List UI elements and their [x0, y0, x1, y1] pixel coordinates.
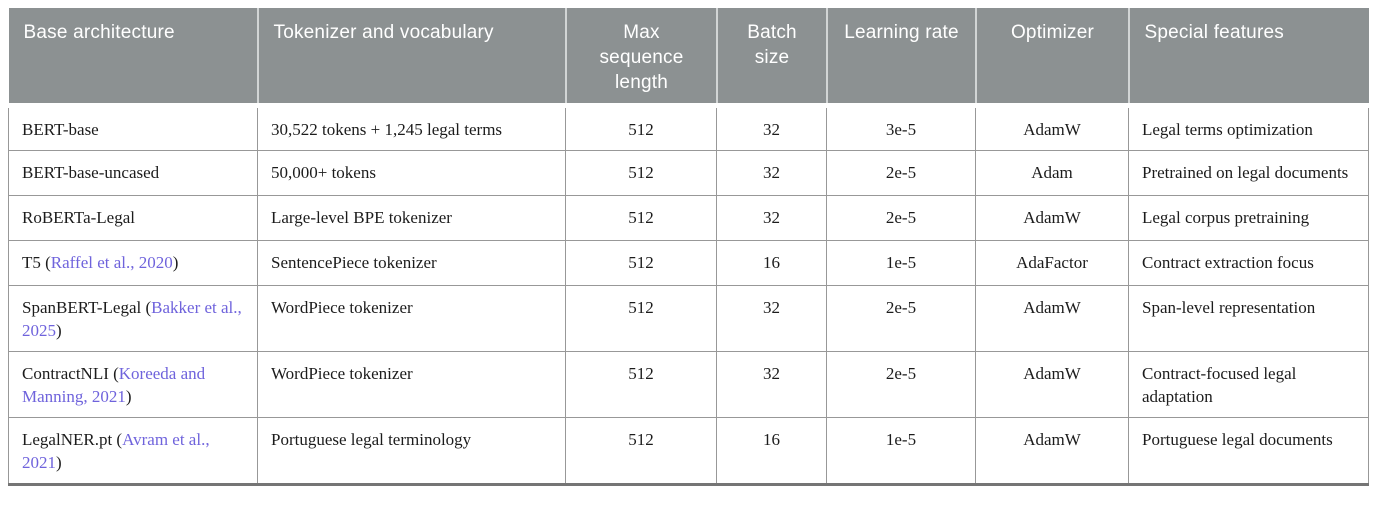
cell-learning-rate: 2e-5	[826, 150, 976, 196]
column-header-max-sequence-length: Max sequence length	[565, 8, 718, 108]
column-header-tokenizer-vocabulary: Tokenizer and vocabulary	[257, 8, 567, 108]
cell-max-sequence-length: 512	[565, 417, 717, 486]
table-row-bert-base: BERT-base 30,522 tokens + 1,245 legal te…	[8, 105, 1369, 151]
cell-learning-rate: 3e-5	[826, 105, 976, 151]
table-row-bert-base-uncased: BERT-base-uncased 50,000+ tokens 512 32 …	[8, 150, 1369, 196]
column-header-optimizer: Optimizer	[975, 8, 1130, 108]
cell-max-sequence-length: 512	[565, 105, 717, 151]
cell-batch-size: 32	[716, 150, 827, 196]
cell-learning-rate: 1e-5	[826, 240, 976, 286]
cell-optimizer: AdamW	[975, 417, 1129, 486]
cell-max-sequence-length: 512	[565, 150, 717, 196]
citation-link-koreeda-manning-2021[interactable]: Koreeda and Manning, 2021	[22, 364, 206, 406]
architecture-name: RoBERTa-Legal	[22, 208, 135, 227]
table-row-legalner-pt: LegalNER.pt (Avram et al., 2021) Portugu…	[8, 417, 1369, 486]
cell-max-sequence-length: 512	[565, 285, 717, 352]
architecture-name-suffix: )	[56, 321, 62, 340]
cell-tokenizer-vocabulary: Portuguese legal terminology	[257, 417, 566, 486]
column-header-learning-rate: Learning rate	[826, 8, 977, 108]
cell-optimizer: AdamW	[975, 285, 1129, 352]
cell-learning-rate: 2e-5	[826, 351, 976, 418]
cell-batch-size: 32	[716, 351, 827, 418]
cell-batch-size: 16	[716, 240, 827, 286]
cell-optimizer: AdaFactor	[975, 240, 1129, 286]
cell-optimizer: AdamW	[975, 195, 1129, 241]
cell-optimizer: Adam	[975, 150, 1129, 196]
cell-batch-size: 32	[716, 195, 827, 241]
cell-special-features: Contract-focused legal adaptation	[1128, 351, 1369, 418]
cell-learning-rate: 1e-5	[826, 417, 976, 486]
table-row-t5: T5 (Raffel et al., 2020) SentencePiece t…	[8, 240, 1369, 286]
citation-link-avram-2021[interactable]: Avram et al., 2021	[22, 430, 210, 472]
cell-special-features: Contract extraction focus	[1128, 240, 1369, 286]
table-row-spanbert-legal: SpanBERT-Legal (Bakker et al., 2025) Wor…	[8, 285, 1369, 352]
column-header-batch-size: Batch size	[716, 8, 828, 108]
cell-batch-size: 32	[716, 105, 827, 151]
architecture-name: T5 (	[22, 253, 51, 272]
cell-special-features: Legal corpus pretraining	[1128, 195, 1369, 241]
cell-tokenizer-vocabulary: 50,000+ tokens	[257, 150, 566, 196]
architecture-name: BERT-base-uncased	[22, 163, 160, 182]
citation-link-bakker-2025[interactable]: Bakker et al., 2025	[22, 298, 242, 340]
cell-batch-size: 16	[716, 417, 827, 486]
table-header-row: Base architecture Tokenizer and vocabula…	[8, 8, 1369, 108]
architecture-name: ContractNLI (	[22, 364, 119, 383]
cell-special-features: Pretrained on legal documents	[1128, 150, 1369, 196]
table-row-roberta-legal: RoBERTa-Legal Large-level BPE tokenizer …	[8, 195, 1369, 241]
cell-base-architecture: BERT-base	[8, 105, 258, 151]
model-hyperparameters-table: Base architecture Tokenizer and vocabula…	[8, 8, 1369, 486]
cell-base-architecture: RoBERTa-Legal	[8, 195, 258, 241]
architecture-name-suffix: )	[56, 453, 62, 472]
cell-tokenizer-vocabulary: WordPiece tokenizer	[257, 285, 566, 352]
cell-base-architecture: BERT-base-uncased	[8, 150, 258, 196]
cell-optimizer: AdamW	[975, 105, 1129, 151]
cell-tokenizer-vocabulary: WordPiece tokenizer	[257, 351, 566, 418]
cell-base-architecture: ContractNLI (Koreeda and Manning, 2021)	[8, 351, 258, 418]
cell-learning-rate: 2e-5	[826, 285, 976, 352]
column-header-base-architecture: Base architecture	[8, 8, 259, 108]
cell-tokenizer-vocabulary: 30,522 tokens + 1,245 legal terms	[257, 105, 566, 151]
cell-max-sequence-length: 512	[565, 195, 717, 241]
cell-tokenizer-vocabulary: Large-level BPE tokenizer	[257, 195, 566, 241]
cell-batch-size: 32	[716, 285, 827, 352]
cell-base-architecture: LegalNER.pt (Avram et al., 2021)	[8, 417, 258, 486]
column-header-special-features: Special features	[1128, 8, 1369, 108]
cell-optimizer: AdamW	[975, 351, 1129, 418]
cell-max-sequence-length: 512	[565, 351, 717, 418]
table-row-contractnli: ContractNLI (Koreeda and Manning, 2021) …	[8, 351, 1369, 418]
cell-special-features: Portuguese legal documents	[1128, 417, 1369, 486]
cell-learning-rate: 2e-5	[826, 195, 976, 241]
cell-tokenizer-vocabulary: SentencePiece tokenizer	[257, 240, 566, 286]
architecture-name: SpanBERT-Legal (	[22, 298, 152, 317]
cell-special-features: Legal terms optimization	[1128, 105, 1369, 151]
cell-base-architecture: T5 (Raffel et al., 2020)	[8, 240, 258, 286]
cell-special-features: Span-level representation	[1128, 285, 1369, 352]
architecture-name: LegalNER.pt (	[22, 430, 123, 449]
cell-base-architecture: SpanBERT-Legal (Bakker et al., 2025)	[8, 285, 258, 352]
architecture-name: BERT-base	[22, 120, 99, 139]
architecture-name-suffix: )	[125, 387, 132, 406]
architecture-name-suffix: )	[172, 253, 179, 272]
cell-max-sequence-length: 512	[565, 240, 717, 286]
citation-link-raffel-2020[interactable]: Raffel et al., 2020	[50, 253, 173, 272]
